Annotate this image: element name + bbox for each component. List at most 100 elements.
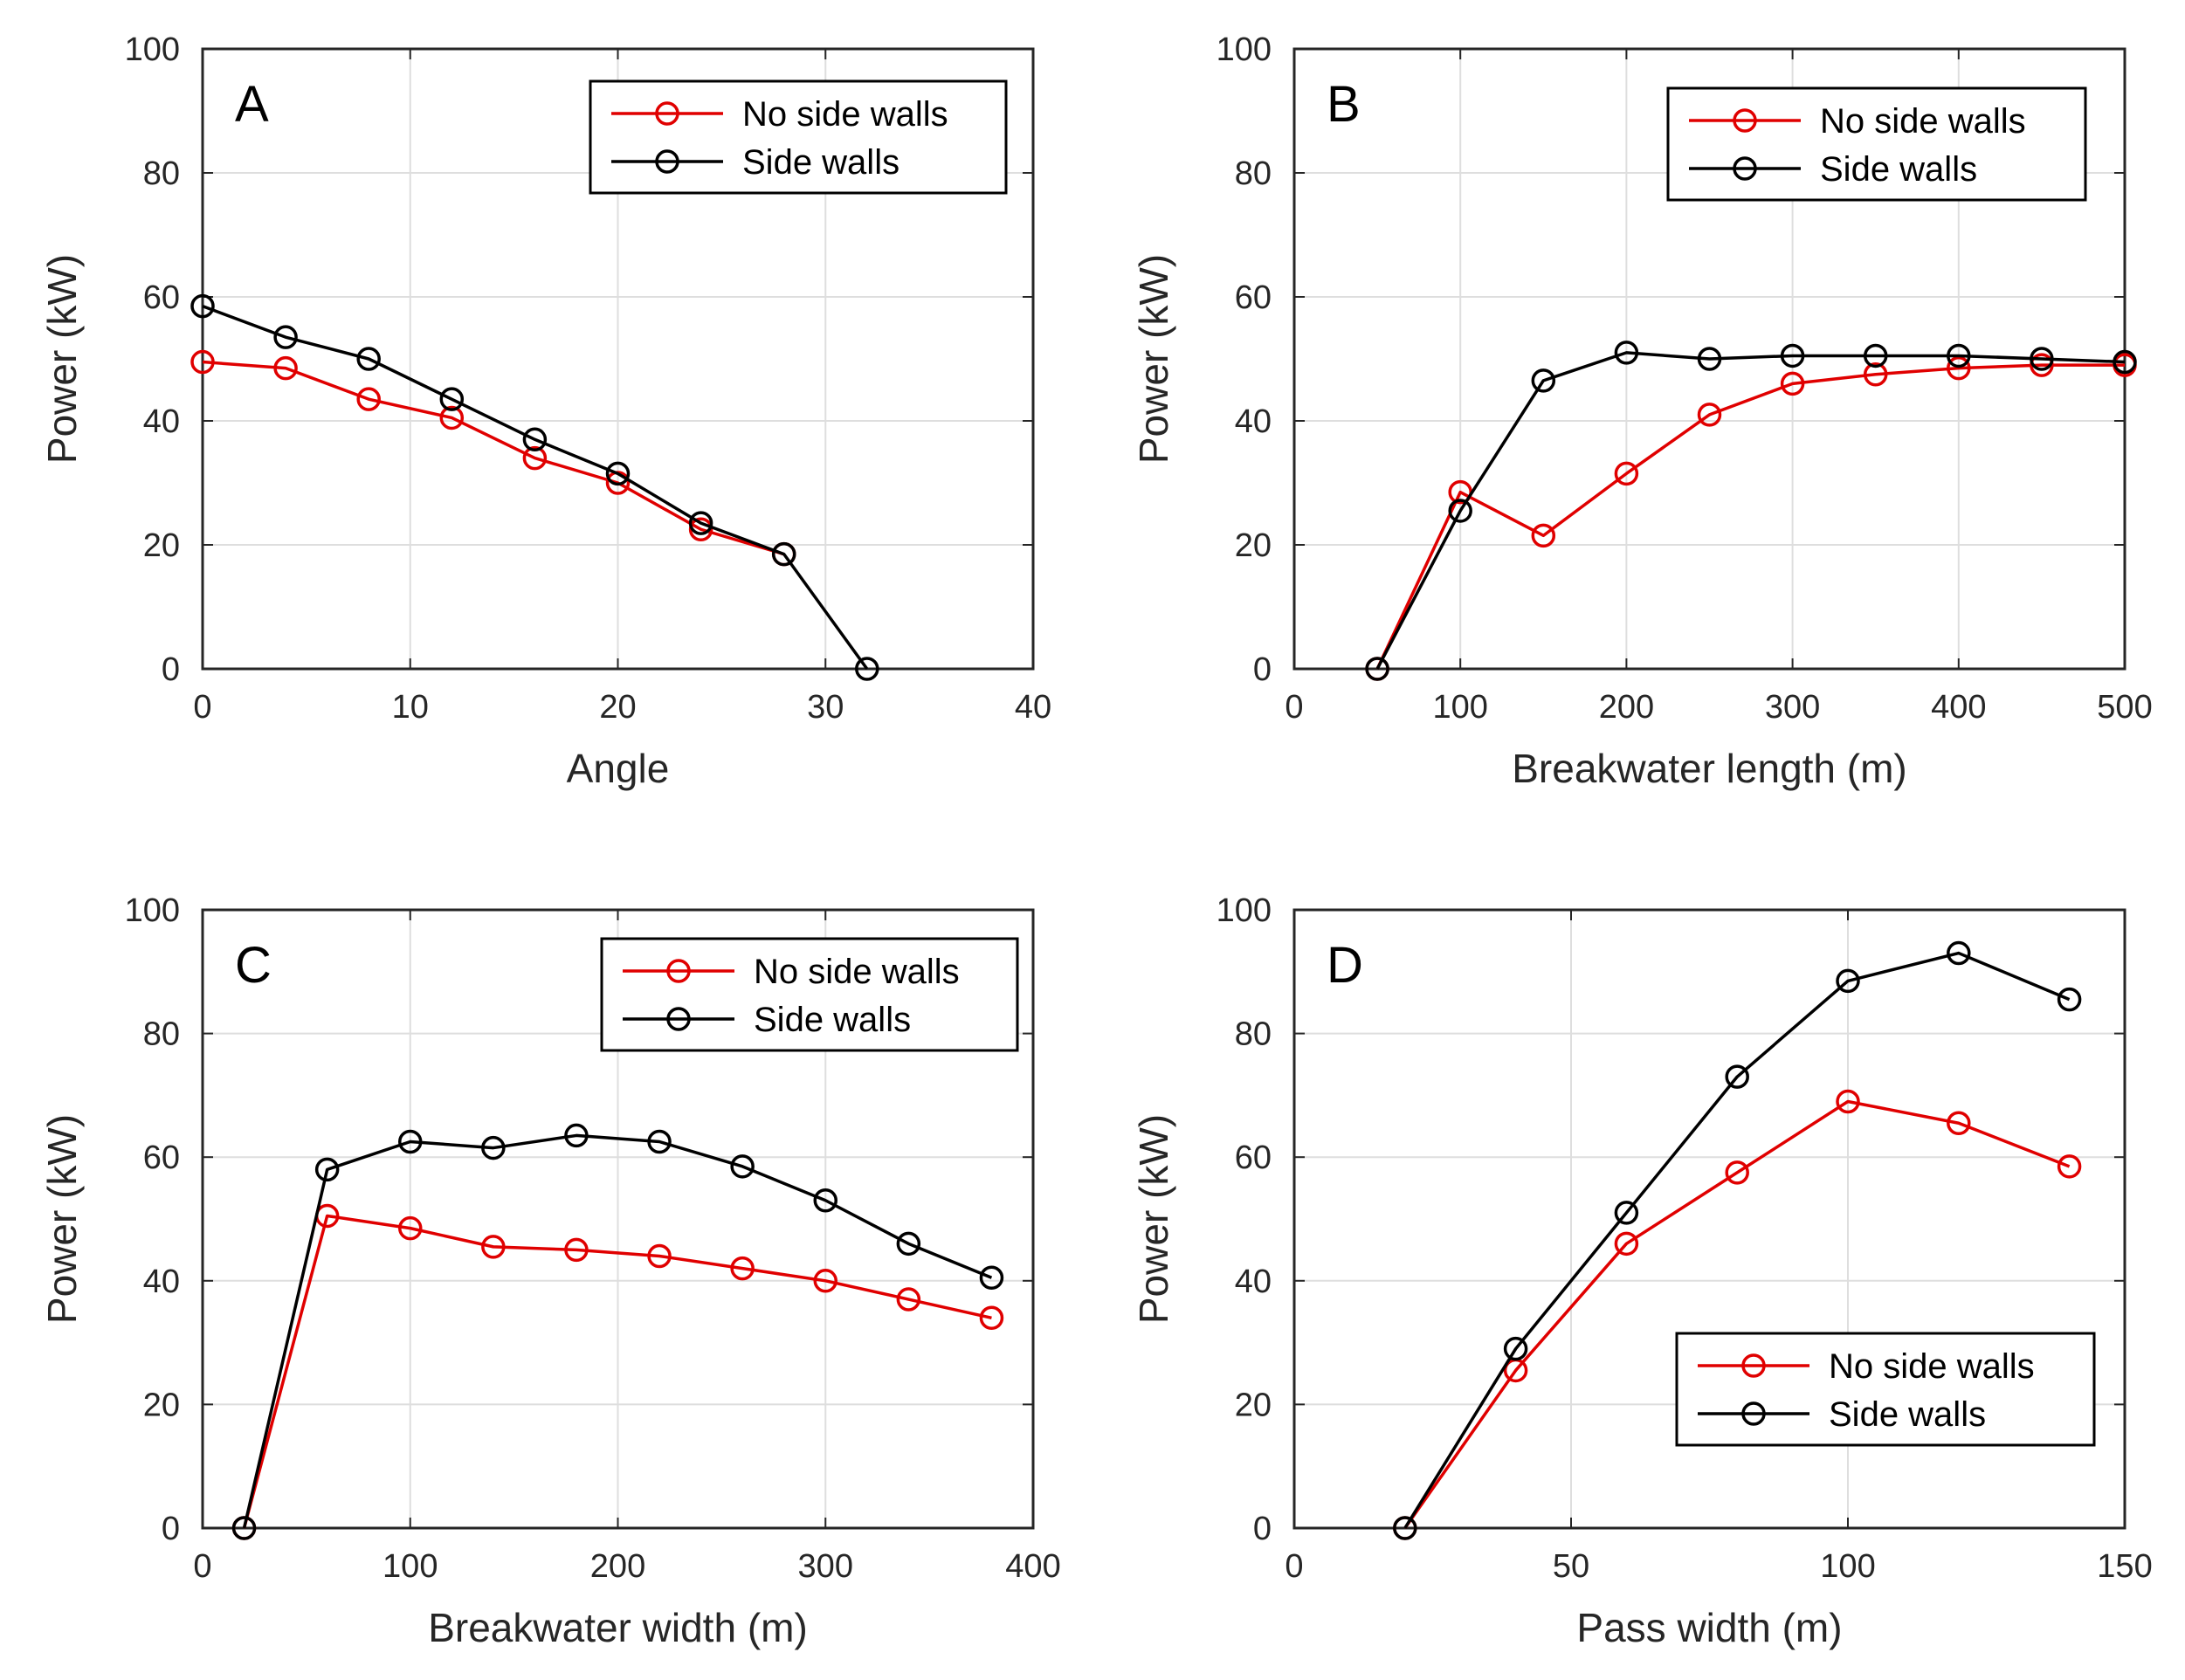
y-tick-label: 80 bbox=[1235, 1016, 1272, 1053]
legend-entry: Side walls bbox=[1689, 150, 1977, 189]
y-tick-label: 100 bbox=[1217, 31, 1272, 68]
legend: No side walls Side walls bbox=[589, 79, 1008, 195]
y-axis-label: Power (kW) bbox=[1131, 1114, 1176, 1324]
legend-label: No side walls bbox=[754, 953, 960, 991]
data-point bbox=[439, 405, 465, 430]
panel-a-axes-frame bbox=[201, 47, 1035, 671]
x-tick-label: 400 bbox=[1931, 689, 1986, 726]
legend-marker bbox=[666, 1007, 691, 1031]
legend-marker bbox=[666, 959, 691, 983]
x-tick-label: 300 bbox=[798, 1548, 853, 1585]
y-tick-label: 80 bbox=[1235, 155, 1272, 192]
y-tick-label: 20 bbox=[143, 527, 180, 564]
data-point bbox=[1614, 1201, 1639, 1225]
data-point bbox=[314, 1157, 340, 1182]
y-tick-label: 80 bbox=[143, 1016, 180, 1053]
y-tick-label: 0 bbox=[162, 651, 180, 688]
x-tick-label: 10 bbox=[392, 689, 429, 726]
series-no-side-walls bbox=[1393, 1089, 2082, 1540]
x-tick-label: 300 bbox=[1765, 689, 1820, 726]
legend-entry: Side walls bbox=[1698, 1395, 1986, 1434]
y-axis-label: Power (kW) bbox=[39, 1114, 85, 1324]
x-tick-label: 0 bbox=[1285, 689, 1303, 726]
x-tick-label: 50 bbox=[1553, 1548, 1589, 1585]
y-tick-label: 100 bbox=[125, 892, 180, 929]
data-point bbox=[1725, 1160, 1749, 1185]
legend-marker bbox=[1741, 1353, 1766, 1378]
legend-box bbox=[1666, 86, 2087, 202]
series-side-walls bbox=[231, 1123, 1004, 1540]
data-point bbox=[2057, 1154, 2082, 1179]
data-point bbox=[1947, 940, 1971, 966]
data-point bbox=[647, 1243, 672, 1269]
data-point bbox=[730, 1256, 755, 1281]
series-side-walls bbox=[1393, 940, 2082, 1540]
data-point bbox=[398, 1215, 423, 1241]
panel-d: 0 50 100 150 0 20 40 60 80 100 Pass width (m) Power… bbox=[1131, 892, 2153, 1650]
legend-box bbox=[589, 79, 1008, 195]
series-line bbox=[1375, 351, 2126, 670]
x-axis-label: Breakwater length (m) bbox=[1512, 746, 1907, 791]
data-point bbox=[1863, 343, 1888, 368]
legend-label: Side walls bbox=[1829, 1395, 1986, 1434]
x-tick-label: 500 bbox=[2097, 689, 2152, 726]
data-point bbox=[1365, 657, 1389, 681]
y-tick-label: 60 bbox=[143, 279, 180, 316]
legend-label: No side walls bbox=[1820, 102, 2026, 141]
data-point bbox=[2030, 353, 2054, 377]
data-point bbox=[564, 1123, 589, 1148]
data-point bbox=[190, 293, 215, 319]
panel-c: 0 100 200 300 400 0 20 40 60 80 100 Breakwater widt… bbox=[39, 892, 1061, 1650]
legend-box bbox=[600, 937, 1019, 1052]
data-point bbox=[190, 349, 215, 375]
x-axis-label: Pass width (m) bbox=[1576, 1605, 1842, 1650]
legend-marker bbox=[1733, 108, 1757, 133]
legend-entry: No side walls bbox=[611, 95, 948, 134]
data-point bbox=[1531, 523, 1556, 548]
data-point bbox=[1947, 355, 1971, 381]
panel-label: B bbox=[1327, 76, 1361, 133]
series-side-walls bbox=[190, 293, 879, 681]
data-point bbox=[1836, 968, 1860, 994]
data-point bbox=[979, 1265, 1004, 1291]
x-tick-label: 40 bbox=[1015, 689, 1051, 726]
x-tick-label: 200 bbox=[1599, 689, 1654, 726]
series-line bbox=[1375, 363, 2125, 670]
data-point bbox=[2113, 349, 2137, 375]
y-tick-label: 100 bbox=[1217, 892, 1272, 929]
series-line bbox=[202, 305, 869, 671]
x-axis-label: Angle bbox=[567, 746, 670, 791]
panel-b-axes-frame bbox=[1292, 47, 2126, 671]
x-tick-label: 100 bbox=[1432, 689, 1487, 726]
legend-marker bbox=[655, 149, 679, 174]
x-tick-label: 200 bbox=[590, 1548, 645, 1585]
y-tick-label: 20 bbox=[143, 1387, 180, 1423]
data-point bbox=[1531, 368, 1556, 393]
panel-b: 0 100 200 300 400 500 0 20 40 60 80 100 Breakwater l… bbox=[1131, 31, 2153, 791]
y-tick-label: 20 bbox=[1235, 527, 1272, 564]
data-point bbox=[1614, 461, 1639, 486]
y-tick-label: 0 bbox=[162, 1511, 180, 1547]
y-tick-label: 60 bbox=[1235, 1140, 1272, 1176]
series-line bbox=[242, 1214, 992, 1529]
series-line bbox=[242, 1133, 993, 1529]
y-tick-label: 40 bbox=[143, 1263, 180, 1300]
data-point bbox=[855, 657, 879, 681]
data-point bbox=[356, 347, 381, 371]
data-point bbox=[522, 445, 548, 471]
legend-marker bbox=[655, 101, 679, 126]
series-side-walls bbox=[1365, 341, 2137, 681]
data-point bbox=[1697, 347, 1722, 371]
data-point bbox=[771, 541, 796, 567]
y-tick-label: 100 bbox=[125, 31, 180, 68]
data-point bbox=[896, 1287, 921, 1312]
data-point bbox=[1836, 1089, 1860, 1114]
legend-marker bbox=[1741, 1401, 1766, 1426]
panel-c-axes-frame bbox=[201, 908, 1035, 1530]
data-point bbox=[730, 1154, 755, 1179]
legend-label: No side walls bbox=[1829, 1347, 2035, 1386]
y-tick-label: 0 bbox=[1253, 1511, 1272, 1547]
data-point bbox=[813, 1269, 837, 1293]
legend-entry: Side walls bbox=[623, 1001, 911, 1039]
data-point bbox=[605, 461, 631, 486]
